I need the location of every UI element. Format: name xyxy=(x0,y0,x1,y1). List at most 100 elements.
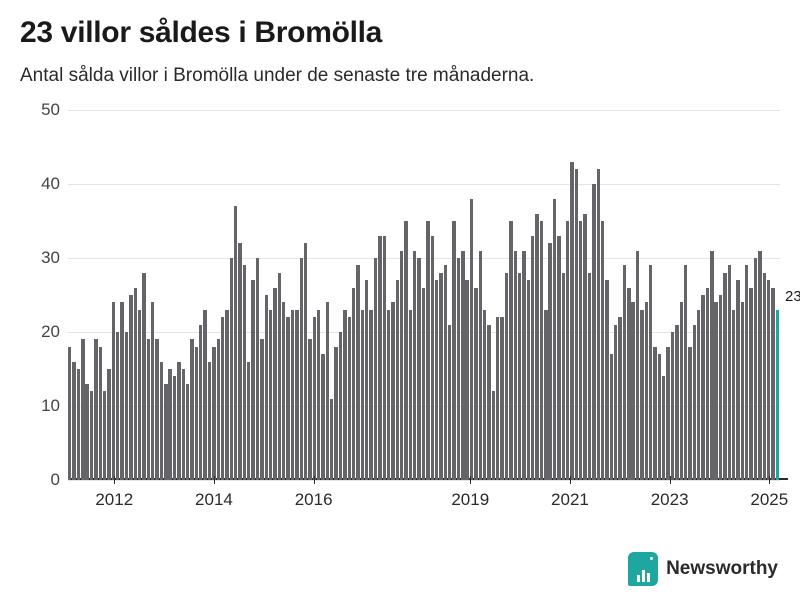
bar[interactable] xyxy=(675,325,678,480)
bar[interactable] xyxy=(649,265,652,480)
bar[interactable] xyxy=(343,310,346,480)
bar[interactable] xyxy=(147,339,150,480)
bar[interactable] xyxy=(645,302,648,480)
bar[interactable] xyxy=(680,302,683,480)
bar[interactable] xyxy=(553,199,556,480)
bar[interactable] xyxy=(444,265,447,480)
bar[interactable] xyxy=(356,265,359,480)
bar[interactable] xyxy=(610,354,613,480)
bar[interactable] xyxy=(631,302,634,480)
bar[interactable] xyxy=(339,332,342,480)
bar[interactable] xyxy=(278,273,281,480)
bar[interactable] xyxy=(754,258,757,480)
bar[interactable] xyxy=(452,221,455,480)
bar[interactable] xyxy=(579,221,582,480)
bar[interactable] xyxy=(77,369,80,480)
bar[interactable] xyxy=(483,310,486,480)
bar[interactable] xyxy=(212,347,215,480)
bar[interactable] xyxy=(666,347,669,480)
bar[interactable] xyxy=(81,339,84,480)
bar[interactable] xyxy=(383,236,386,480)
bar[interactable] xyxy=(168,369,171,480)
bar[interactable] xyxy=(688,347,691,480)
bar[interactable] xyxy=(230,258,233,480)
bar[interactable] xyxy=(710,251,713,480)
bar[interactable] xyxy=(374,258,377,480)
bar[interactable] xyxy=(422,288,425,480)
bar[interactable] xyxy=(321,354,324,480)
bar[interactable] xyxy=(199,325,202,480)
bar[interactable] xyxy=(439,273,442,480)
bar[interactable] xyxy=(361,310,364,480)
bar[interactable] xyxy=(662,376,665,480)
bar[interactable] xyxy=(470,199,473,480)
bar[interactable] xyxy=(173,376,176,480)
bar[interactable] xyxy=(68,347,71,480)
bar[interactable] xyxy=(348,317,351,480)
bar[interactable] xyxy=(527,280,530,480)
bar[interactable] xyxy=(544,310,547,480)
bar[interactable] xyxy=(535,214,538,480)
bar[interactable] xyxy=(505,273,508,480)
bar[interactable] xyxy=(396,280,399,480)
bar[interactable] xyxy=(614,325,617,480)
bar[interactable] xyxy=(160,362,163,480)
bar[interactable] xyxy=(103,391,106,480)
bar[interactable] xyxy=(758,251,761,480)
bar[interactable] xyxy=(134,288,137,480)
bar[interactable] xyxy=(369,310,372,480)
bar[interactable] xyxy=(461,251,464,480)
bar[interactable] xyxy=(697,310,700,480)
bar[interactable] xyxy=(129,295,132,480)
bar[interactable] xyxy=(286,317,289,480)
bar[interactable] xyxy=(99,347,102,480)
bar[interactable] xyxy=(251,280,254,480)
bar[interactable] xyxy=(557,236,560,480)
bar[interactable] xyxy=(265,295,268,480)
bar[interactable] xyxy=(142,273,145,480)
bar[interactable] xyxy=(352,288,355,480)
bar[interactable] xyxy=(409,310,412,480)
bar[interactable] xyxy=(431,236,434,480)
bar[interactable] xyxy=(566,221,569,480)
bar[interactable] xyxy=(256,258,259,480)
bar[interactable] xyxy=(243,265,246,480)
bar[interactable] xyxy=(85,384,88,480)
bar[interactable] xyxy=(404,221,407,480)
bar[interactable] xyxy=(658,354,661,480)
bar[interactable] xyxy=(208,362,211,480)
bar[interactable] xyxy=(767,280,770,480)
bar[interactable] xyxy=(496,317,499,480)
bar[interactable] xyxy=(601,221,604,480)
bar[interactable] xyxy=(291,310,294,480)
bar[interactable] xyxy=(487,325,490,480)
bar[interactable] xyxy=(120,302,123,480)
bar[interactable] xyxy=(308,339,311,480)
bar[interactable] xyxy=(588,273,591,480)
bar[interactable] xyxy=(623,265,626,480)
bar[interactable] xyxy=(282,302,285,480)
bar[interactable] xyxy=(745,265,748,480)
bar[interactable] xyxy=(334,347,337,480)
bar[interactable] xyxy=(771,288,774,480)
bar[interactable] xyxy=(618,317,621,480)
bar[interactable] xyxy=(269,310,272,480)
bar[interactable] xyxy=(684,265,687,480)
bar[interactable] xyxy=(531,236,534,480)
bar[interactable] xyxy=(719,295,722,480)
bar[interactable] xyxy=(736,280,739,480)
bar[interactable] xyxy=(413,251,416,480)
bar[interactable] xyxy=(326,302,329,480)
bar[interactable] xyxy=(575,169,578,480)
bar[interactable] xyxy=(365,280,368,480)
bar[interactable] xyxy=(234,206,237,480)
highlighted-bar[interactable] xyxy=(776,310,779,480)
bar[interactable] xyxy=(260,339,263,480)
bar[interactable] xyxy=(112,302,115,480)
bar[interactable] xyxy=(300,258,303,480)
bar[interactable] xyxy=(562,273,565,480)
bar[interactable] xyxy=(570,162,573,480)
bar[interactable] xyxy=(597,169,600,480)
bar[interactable] xyxy=(636,251,639,480)
bar[interactable] xyxy=(387,310,390,480)
